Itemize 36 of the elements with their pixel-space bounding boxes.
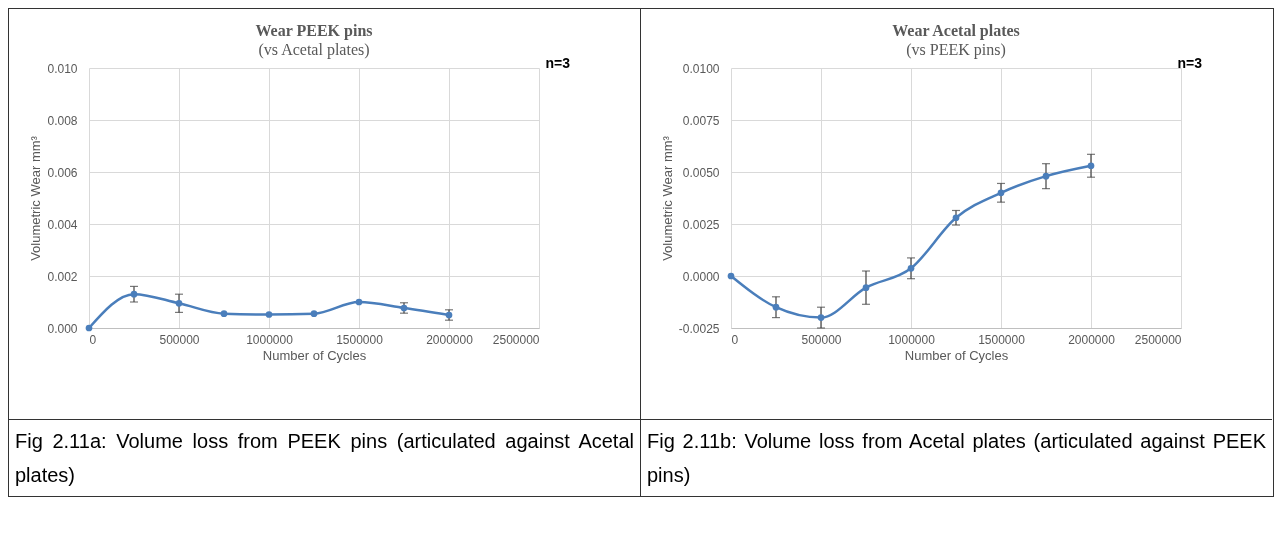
x-tick-label: 1000000 xyxy=(888,332,936,347)
caption: Fig 2.11b: Volume loss from Acetal plates (articulated against PEEK pins) xyxy=(646,429,1267,488)
x-tick-label: 2000000 xyxy=(1068,332,1116,347)
x-tick-label: 1000000 xyxy=(246,332,294,347)
x-tick-label: 0 xyxy=(731,332,739,347)
y-tick-label: 0.004 xyxy=(47,217,78,232)
y-axis-title: Volumetric Wear mm³ xyxy=(28,135,44,261)
y-tick-label: 0.0000 xyxy=(682,269,720,284)
x-tick-label: 1500000 xyxy=(336,332,384,347)
caption: Fig 2.11a: Volume loss from PEEK pins (articulated against Acetal plates) xyxy=(14,429,635,488)
x-axis-title: Number of Cycles xyxy=(904,347,1009,363)
chart-subtitle: (vs Acetal plates) xyxy=(258,41,370,59)
x-tick-label: 500000 xyxy=(159,332,200,347)
x-tick-label: 0 xyxy=(89,332,97,347)
x-axis-title: Number of Cycles xyxy=(262,347,367,363)
x-tick-label: 500000 xyxy=(801,332,842,347)
y-tick-label: 0.0025 xyxy=(682,217,720,232)
y-tick-label: 0.000 xyxy=(47,321,78,336)
x-tick-label: 1500000 xyxy=(978,332,1026,347)
annotation: n=3 xyxy=(1177,55,1202,71)
y-tick-label: 0.002 xyxy=(47,269,78,284)
y-tick-label: 0.006 xyxy=(47,165,78,180)
x-tick-label: 2500000 xyxy=(492,332,540,347)
chart-title: Wear Acetal plates xyxy=(892,22,1020,40)
y-tick-label: 0.010 xyxy=(47,61,78,76)
x-tick-label: 2000000 xyxy=(426,332,474,347)
x-tick-label: 2500000 xyxy=(1134,332,1182,347)
y-tick-label: 0.0100 xyxy=(682,61,720,76)
y-tick-label: 0.0075 xyxy=(682,113,720,128)
text: n=3 xyxy=(545,55,570,71)
y-tick-label: 0.0050 xyxy=(682,165,720,180)
y-tick-label: -0.0025 xyxy=(678,321,720,336)
chart-title: Wear PEEK pins xyxy=(255,22,373,40)
chart-subtitle: (vs PEEK pins) xyxy=(906,41,1006,59)
y-tick-label: 0.008 xyxy=(47,113,78,128)
y-axis-title: Volumetric Wear mm³ xyxy=(659,135,675,261)
